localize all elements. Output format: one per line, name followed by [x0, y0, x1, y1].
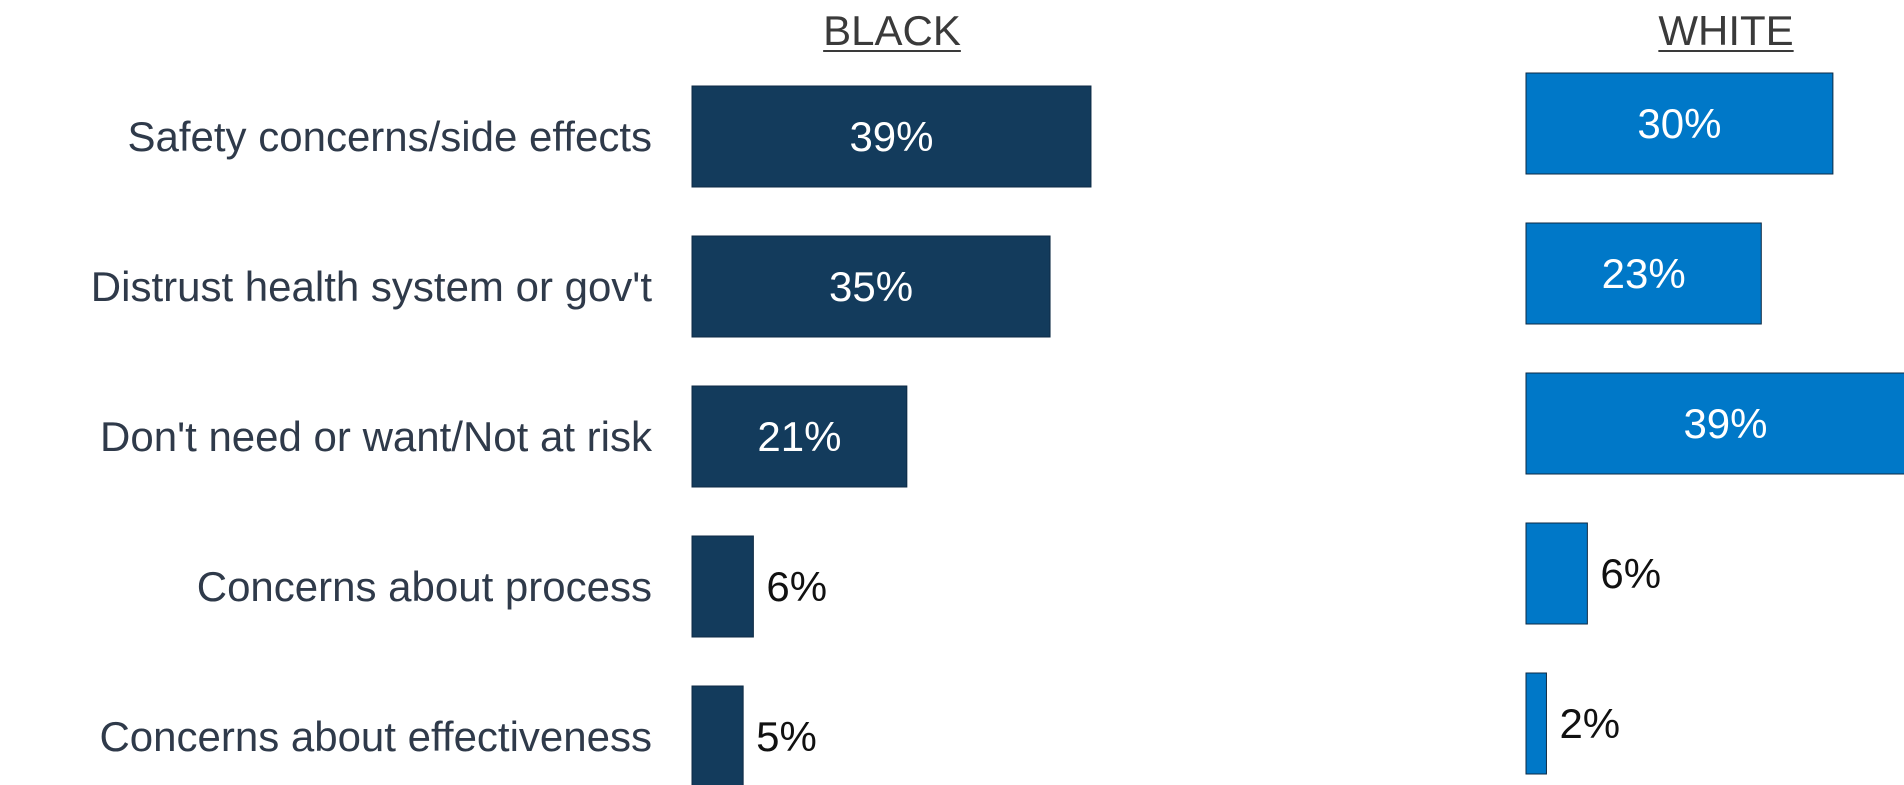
- value-label-white-concerns-about-process: 6%: [1600, 550, 1661, 597]
- value-label-black-don-t-need-or-want-not-at-risk: 21%: [757, 413, 841, 460]
- bar-black-concerns-about-process: [691, 535, 754, 638]
- bar-black-distrust-health-system-or-gov-t: [691, 235, 1051, 338]
- bar-white-distrust-health-system-or-gov-t: [1525, 222, 1762, 325]
- value-label-white-safety-concerns-side-effects: 30%: [1637, 100, 1721, 147]
- bar-white-concerns-about-effectiveness: [1525, 672, 1547, 775]
- value-label-black-distrust-health-system-or-gov-t: 35%: [829, 263, 913, 310]
- value-label-white-don-t-need-or-want-not-at-risk: 39%: [1683, 400, 1767, 447]
- value-label-black-concerns-about-effectiveness: 5%: [756, 713, 817, 760]
- value-label-white-distrust-health-system-or-gov-t: 23%: [1602, 250, 1686, 297]
- bar-black-don-t-need-or-want-not-at-risk: [691, 385, 908, 488]
- value-label-white-concerns-about-effectiveness: 2%: [1559, 700, 1620, 747]
- bar-white-safety-concerns-side-effects: [1525, 72, 1834, 175]
- bar-black-concerns-about-effectiveness: [691, 685, 744, 785]
- category-label-concerns-about-process: Concerns about process: [197, 563, 652, 610]
- category-label-don-t-need-or-want-not-at-risk: Don't need or want/Not at risk: [100, 413, 653, 460]
- panel-black: BLACK 39% 35% 21% 6% 5%: [691, 7, 1092, 785]
- category-label-distrust-health-system-or-gov-t: Distrust health system or gov't: [91, 263, 653, 310]
- bar-white-concerns-about-process: [1525, 522, 1588, 625]
- value-label-black-concerns-about-process: 6%: [766, 563, 827, 610]
- category-labels: Safety concerns/side effects Distrust hea…: [91, 113, 653, 760]
- bar-white-don-t-need-or-want-not-at-risk: [1525, 372, 1904, 475]
- bar-black-safety-concerns-side-effects: [691, 85, 1092, 188]
- panel-title-white: WHITE: [1658, 7, 1793, 54]
- panel-white: WHITE 30% 23% 39% 6% 2%: [1525, 7, 1904, 775]
- value-label-black-safety-concerns-side-effects: 39%: [849, 113, 933, 160]
- category-label-safety-concerns-side-effects: Safety concerns/side effects: [127, 113, 652, 160]
- panel-title-black: BLACK: [823, 7, 961, 54]
- category-label-concerns-about-effectiveness: Concerns about effectiveness: [99, 713, 652, 760]
